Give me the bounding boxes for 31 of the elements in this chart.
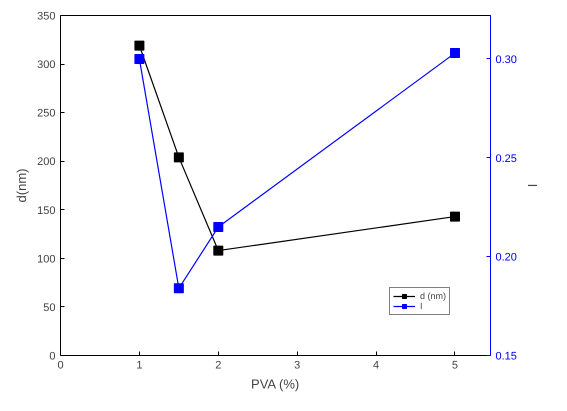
point [174, 283, 184, 294]
x-axis-title: PVA (%) [251, 376, 300, 392]
x-tick-label: 4 [373, 360, 380, 372]
y-tick-label: 50 [43, 302, 56, 314]
y2-tick-label: 0.15 [496, 350, 517, 362]
y-tick-label: 300 [37, 59, 56, 72]
y-tick-label: 100 [37, 253, 56, 266]
point [450, 212, 460, 222]
y2-tick-label: 0.30 [496, 54, 517, 66]
y-tick-label: 200 [37, 156, 56, 168]
y2-axis-title: I [524, 184, 540, 188]
y2-tick-label: 0.25 [496, 152, 517, 165]
x-tick-label: 1 [136, 360, 142, 372]
x-tick-label: 3 [294, 360, 300, 372]
point [134, 54, 144, 64]
point [134, 40, 144, 51]
point [213, 222, 224, 232]
y-axis-title: d(nm) [14, 168, 30, 202]
x-tick-label: 5 [452, 360, 458, 372]
y-tick-label: 150 [37, 204, 56, 217]
y-tick-label: 250 [37, 108, 56, 120]
x-tick-label: 2 [215, 360, 222, 372]
legend-label: I [420, 301, 424, 311]
point [450, 48, 460, 58]
point [174, 152, 184, 162]
y-tick-label: 350 [37, 10, 56, 22]
y-tick-label: 0 [49, 350, 56, 362]
y2-tick-label: 0.20 [496, 252, 517, 264]
legend-label: d (nm) [420, 291, 446, 301]
point [213, 246, 224, 256]
x-tick-label: 0 [57, 360, 64, 372]
